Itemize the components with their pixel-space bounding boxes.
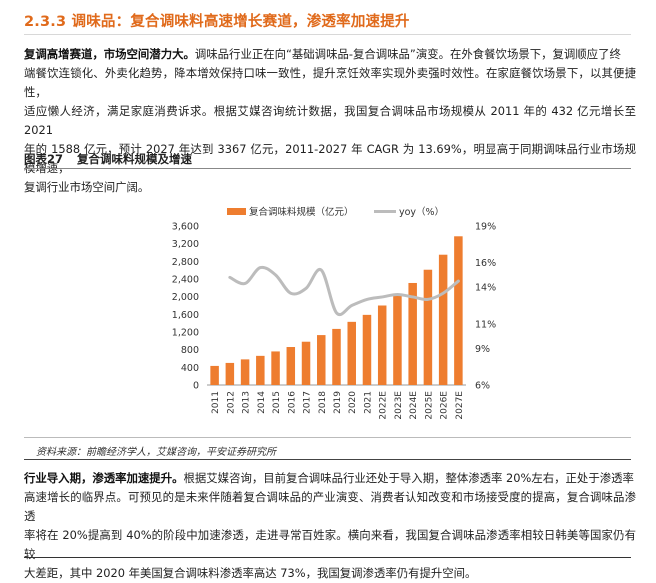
right-axis-tick-label: 14% [475,283,496,294]
bar [286,347,296,385]
bar [438,254,448,385]
paragraph-lead: 复调高增赛道，市场空间潜力大。 [24,47,195,61]
left-axis-tick-label: 1,600 [172,310,199,321]
category-label: 2016 [287,391,297,414]
category-label: 2011 [211,391,221,414]
bar [347,321,356,385]
category-label: 2025E [424,391,434,420]
bar [423,269,433,385]
left-axis-tick-label: 400 [181,363,199,374]
left-axis-tick-label: 3,200 [172,239,199,250]
bar [454,236,463,385]
right-axis-tick-label: 11% [475,319,496,330]
paragraph-penetration: 行业导入期，渗透率加速提升。根据艾媒咨询，目前复合调味品行业还处于导入期，整体渗… [24,469,636,583]
category-label: 2022E [379,391,389,420]
bar [210,365,219,385]
category-label: 2019 [333,391,343,414]
figure-caption: 图表27 复合调味料规模及增速 [24,151,192,167]
left-axis-tick-label: 3,600 [172,222,199,233]
figure-number: 图表27 [24,152,64,166]
right-axis-tick-label: 16% [475,258,496,269]
category-label: 2012 [226,391,236,414]
figure-bottom-rule [24,437,631,438]
title-divider [24,34,631,35]
category-label: 2015 [272,391,282,414]
right-axis-tick-label: 6% [475,381,490,392]
category-label: 2024E [409,391,419,420]
paragraph-line: 率将在 20%提高到 40%的阶段中加速渗透，走进寻常百姓家。横向来看，我国复合… [24,528,636,561]
paragraph-line: 行业导入期，渗透率加速提升。根据艾媒咨询，目前复合调味品行业还处于导入期，整体渗… [24,469,636,488]
left-axis-tick-label: 2,800 [172,257,199,268]
category-label: 2021 [363,391,373,414]
left-axis-tick-label: 800 [181,345,199,356]
paragraph-line: 大差距，其中 2020 年美国复合调味料渗透率高达 73%，我国复调渗透率仍有提… [24,566,477,580]
paragraph-line: 高速增长的临界点。可预见的是未来伴随着复合调味品的产业演变、消费者认知改变和市场… [24,490,636,523]
category-label: 2013 [242,391,252,414]
combo-chart: 0 400 800 1,200 1,600 2,000 2,400 2,800 3,200 3,6… [172,206,496,420]
section-title: 2.3.3 调味品：复合调味料高速增长赛道，渗透率加速提升 [24,14,410,30]
bar [317,335,326,385]
bar [225,362,235,385]
bar [256,355,265,385]
paragraph-line: 复调行业市场空间广阔。 [24,180,150,194]
paragraph-text: 调味品行业正在向“基础调味品-复合调味品”演变。在外食餐饮场景下，复调顺应了终 [194,47,621,61]
right-axis-tick-label: 19% [475,222,496,233]
bar [362,314,372,385]
right-axis-tick-label: 9% [475,344,490,355]
bar [408,282,417,385]
legend-label-bars: 复合调味料规模（亿元） [249,206,354,218]
bar [301,341,311,385]
source-rule [24,459,631,460]
category-label: 2014 [257,391,267,414]
figure-top-rule [24,168,631,169]
left-axis-tick-label: 2,000 [172,292,199,303]
category-label: 2018 [318,391,328,414]
yoy-line [228,265,460,316]
paragraph-line: 复调高增赛道，市场空间潜力大。调味品行业正在向“基础调味品-复合调味品”演变。在… [24,45,636,64]
figure-title: 复合调味料规模及增速 [77,152,193,166]
paragraph-line: 端餐饮连锁化、外卖化趋势，降本增效保持口味一致性，提升烹饪效率实现外卖强时效性。… [24,66,636,99]
bar [377,305,387,385]
paragraph-text: 根据艾媒咨询，目前复合调味品行业还处于导入期，整体渗透率 20%左右，正处于渗透… [183,471,634,485]
left-axis-tick-label: 2,400 [172,275,199,286]
left-axis-tick-label: 1,200 [172,328,199,339]
category-label: 2023E [394,391,404,420]
paragraph-line: 适应懒人经济，满足家庭消费诉求。根据艾媒咨询统计数据，我国复合调味品市场规模从 … [24,104,636,137]
category-label: 2020 [348,391,358,414]
paragraph-lead: 行业导入期，渗透率加速提升。 [24,471,184,485]
page-bottom-rule [24,557,631,558]
category-label: 2017 [303,391,313,414]
category-label: 2027E [455,391,465,420]
legend-swatch-bars [227,208,246,215]
bar [393,294,402,385]
bar [271,351,280,385]
category-label: 2026E [440,391,450,420]
source-note: 资料来源：前瞻经济学人，艾媒咨询，平安证券研究所 [36,447,276,458]
bar [332,328,341,385]
left-axis-tick-label: 0 [193,381,199,392]
legend-label-line: yoy（%） [399,206,444,218]
bar [240,359,250,385]
